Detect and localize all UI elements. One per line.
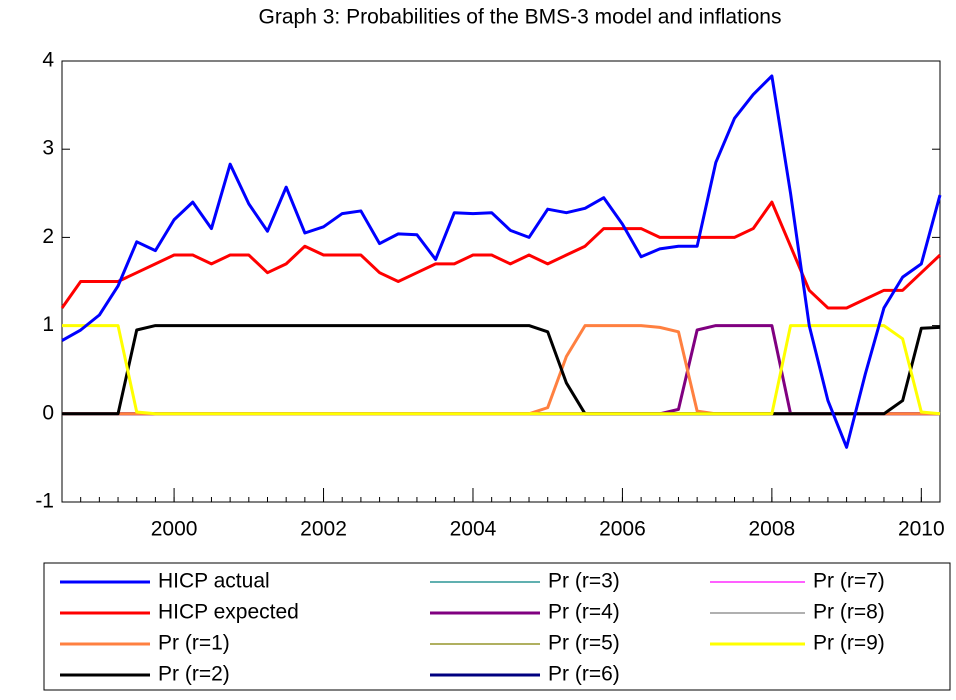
x-tick-label: 2004 [450, 518, 497, 541]
legend-label: Pr (r=7) [813, 570, 885, 593]
chart-title: Graph 3: Probabilities of the BMS-3 mode… [259, 6, 782, 29]
series-line [61, 74, 942, 449]
plot-frame [61, 60, 941, 503]
legend-label: HICP actual [158, 570, 270, 593]
legend-label: Pr (r=5) [548, 632, 620, 655]
legend-label: Pr (r=9) [813, 632, 885, 655]
legend-label: Pr (r=2) [158, 663, 230, 686]
y-tick-label: 3 [42, 137, 54, 160]
y-tick-label: 1 [42, 313, 54, 336]
x-tick-label: 2006 [599, 518, 646, 541]
legend-label: HICP expected [158, 601, 299, 624]
legend-label: Pr (r=3) [548, 570, 620, 593]
legend-label: Pr (r=6) [548, 663, 620, 686]
series-line [62, 324, 941, 416]
x-tick-label: 2000 [151, 518, 198, 541]
y-tick-label: -1 [35, 490, 54, 513]
series-line [62, 324, 941, 416]
series-line [62, 324, 940, 416]
x-tick-label: 2010 [898, 518, 945, 541]
y-tick-label: 4 [42, 49, 54, 72]
legend-label: Pr (r=1) [158, 632, 230, 655]
legend-label: Pr (r=4) [548, 601, 620, 624]
series-line [60, 200, 942, 310]
legend-box [43, 562, 951, 691]
x-tick-label: 2008 [749, 518, 796, 541]
series-line [62, 324, 940, 416]
y-tick-label: 2 [42, 225, 54, 248]
x-tick-label: 2002 [300, 518, 347, 541]
y-tick-label: 0 [42, 401, 54, 424]
legend-label: Pr (r=8) [813, 601, 885, 624]
